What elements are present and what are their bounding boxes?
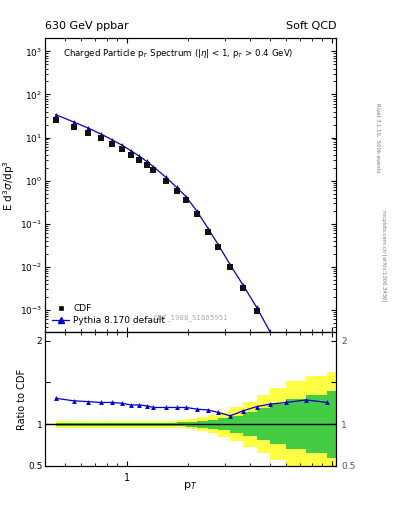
Text: Rivet 3.1.10,  500k events: Rivet 3.1.10, 500k events (376, 103, 380, 173)
Bar (257, 408, 270, 440)
Bar (73, 421, 88, 428)
Legend: CDF, Pythia 8.170 default: CDF, Pythia 8.170 default (50, 302, 168, 328)
Bar (197, 417, 208, 431)
Bar (270, 404, 286, 444)
Bar (306, 376, 327, 473)
Bar (197, 421, 208, 428)
Text: Soft QCD: Soft QCD (286, 20, 336, 31)
Bar (139, 422, 147, 426)
Bar (176, 422, 186, 426)
Bar (270, 388, 286, 460)
Bar (122, 421, 131, 428)
Bar (208, 415, 219, 433)
Bar (176, 420, 186, 429)
Y-axis label: Ratio to CDF: Ratio to CDF (17, 369, 27, 430)
Bar (286, 381, 306, 467)
Text: CDF_1988_S1865951: CDF_1988_S1865951 (153, 314, 228, 321)
Bar (186, 422, 197, 426)
Bar (73, 422, 88, 426)
Bar (122, 422, 131, 426)
Bar (147, 421, 153, 428)
Bar (139, 421, 147, 428)
Bar (306, 395, 327, 454)
Bar (56, 421, 73, 428)
Bar (88, 422, 101, 426)
Text: 630 GeV ppbar: 630 GeV ppbar (45, 20, 129, 31)
Bar (327, 391, 336, 458)
Bar (208, 419, 219, 429)
Bar (101, 422, 112, 426)
Y-axis label: E d$^3\sigma$/dp$^3$: E d$^3\sigma$/dp$^3$ (2, 160, 17, 211)
X-axis label: p$_T$: p$_T$ (184, 480, 198, 492)
Bar (112, 421, 122, 428)
Bar (257, 395, 270, 454)
Text: 1: 1 (124, 474, 130, 483)
Bar (230, 408, 243, 441)
Bar (286, 399, 306, 449)
Bar (112, 422, 122, 426)
Bar (243, 412, 257, 436)
Bar (219, 418, 230, 431)
Bar (153, 422, 166, 426)
Bar (327, 372, 336, 476)
Bar (166, 421, 176, 428)
Bar (131, 422, 139, 426)
Bar (101, 421, 112, 428)
Bar (230, 416, 243, 433)
Bar (147, 422, 153, 426)
Bar (153, 421, 166, 428)
Bar (243, 401, 257, 446)
Bar (131, 421, 139, 428)
Bar (186, 419, 197, 429)
Text: Charged Particle p$_T$ Spectrum (|$\eta$| < 1, p$_T$ > 0.4 GeV): Charged Particle p$_T$ Spectrum (|$\eta$… (62, 47, 293, 60)
Bar (166, 422, 176, 426)
Bar (88, 421, 101, 428)
Bar (219, 412, 230, 437)
Bar (56, 422, 73, 426)
Text: mcplots.cern.ch [arXiv:1306.3436]: mcplots.cern.ch [arXiv:1306.3436] (381, 210, 386, 302)
